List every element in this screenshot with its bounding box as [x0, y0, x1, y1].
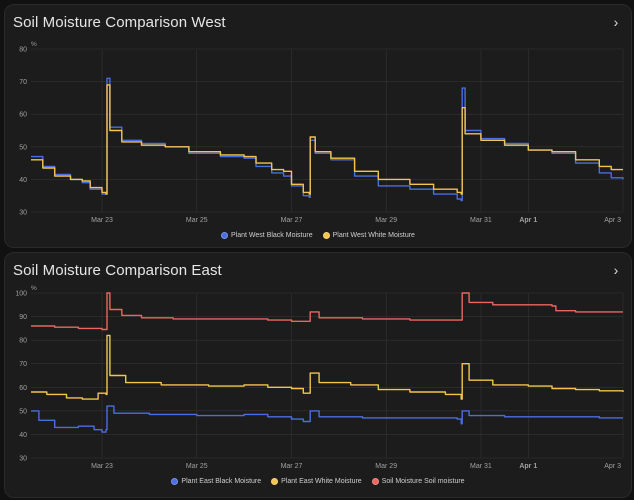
y-tick-label: 40 — [19, 177, 27, 184]
chevron-right-icon[interactable]: › — [613, 14, 619, 30]
x-tick-label: Mar 29 — [375, 463, 397, 470]
y-tick-label: 80 — [19, 47, 27, 54]
y-tick-label: 70 — [19, 79, 27, 86]
legend-label: Plant East White Moisture — [281, 477, 362, 485]
legend-dot-icon — [371, 477, 379, 485]
east-series-line-2 — [31, 334, 624, 400]
y-tick-label: 30 — [19, 210, 27, 217]
west-series-line-2 — [31, 84, 623, 195]
legend-item[interactable]: Plant West Black Moisture — [221, 231, 313, 239]
legend-label: Plant West White Moisture — [332, 231, 415, 239]
west-moisture-chart[interactable]: 30 40 50 60 70 80% Mar 23 Mar 25 Mar 27 Mar 29 Mar… — [5, 5, 631, 247]
x-tick-label: Apr 1 — [519, 217, 537, 224]
y-tick-label: 90 — [19, 314, 27, 321]
legend-item[interactable]: Plant East White Moisture — [271, 477, 362, 485]
legend-dot-icon — [271, 477, 279, 485]
legend-dot-icon — [322, 231, 330, 239]
west-card-header[interactable]: Soil Moisture Comparison West › — [5, 5, 631, 41]
east-series-line-3 — [31, 292, 623, 331]
west-chart-card: Soil Moisture Comparison West › 30 40 50 60… — [4, 4, 632, 248]
legend-dot-icon — [171, 477, 179, 485]
x-tick-label: Mar 31 — [470, 217, 492, 224]
y-tick-label: 40 — [19, 432, 27, 439]
y-unit-label: % — [31, 41, 37, 48]
x-tick-label: Mar 23 — [91, 217, 113, 224]
legend-item[interactable]: Soil Moisture Soil moisture — [371, 477, 465, 485]
east-chart-card: Soil Moisture Comparison East › 30 40 50 60… — [4, 252, 632, 498]
x-tick-label: Mar 27 — [281, 217, 303, 224]
west-series-line-1 — [31, 77, 624, 202]
x-tick-label: Mar 29 — [375, 217, 397, 224]
y-tick-label: 60 — [19, 112, 27, 119]
y-tick-label: 50 — [19, 408, 27, 415]
legend-item[interactable]: Plant West White Moisture — [322, 231, 415, 239]
east-moisture-chart[interactable]: 30 40 50 60 70 80 90 100% Mar 23 Mar 25 Mar 27 Mar … — [5, 253, 631, 497]
east-chart-legend: Plant East Black Moisture Plant East Whit… — [5, 474, 631, 488]
chevron-right-icon[interactable]: › — [613, 262, 619, 278]
west-chart-legend: Plant West Black Moisture Plant West Whit… — [5, 228, 631, 242]
x-tick-label: Mar 25 — [186, 463, 208, 470]
y-unit-label: % — [31, 285, 37, 292]
y-tick-label: 60 — [19, 385, 27, 392]
x-tick-label: Apr 3 — [604, 217, 621, 224]
legend-label: Plant West Black Moisture — [231, 231, 313, 239]
east-card-title: Soil Moisture Comparison East — [13, 262, 222, 279]
x-tick-label: Apr 3 — [604, 463, 621, 470]
y-tick-label: 100 — [15, 291, 27, 298]
east-series-line-1 — [31, 405, 623, 433]
x-tick-label: Mar 25 — [186, 217, 208, 224]
y-tick-label: 80 — [19, 338, 27, 345]
west-card-title: Soil Moisture Comparison West — [13, 14, 226, 31]
x-tick-label: Apr 1 — [519, 463, 537, 470]
legend-item[interactable]: Plant East Black Moisture — [171, 477, 262, 485]
legend-dot-icon — [221, 231, 229, 239]
x-tick-label: Mar 23 — [91, 463, 113, 470]
y-tick-label: 70 — [19, 361, 27, 368]
y-tick-label: 30 — [19, 456, 27, 463]
east-card-header[interactable]: Soil Moisture Comparison East › — [5, 253, 631, 289]
legend-label: Plant East Black Moisture — [181, 477, 262, 485]
y-tick-label: 50 — [19, 144, 27, 151]
legend-label: Soil Moisture Soil moisture — [381, 477, 465, 485]
x-tick-label: Mar 31 — [470, 463, 492, 470]
x-tick-label: Mar 27 — [281, 463, 303, 470]
